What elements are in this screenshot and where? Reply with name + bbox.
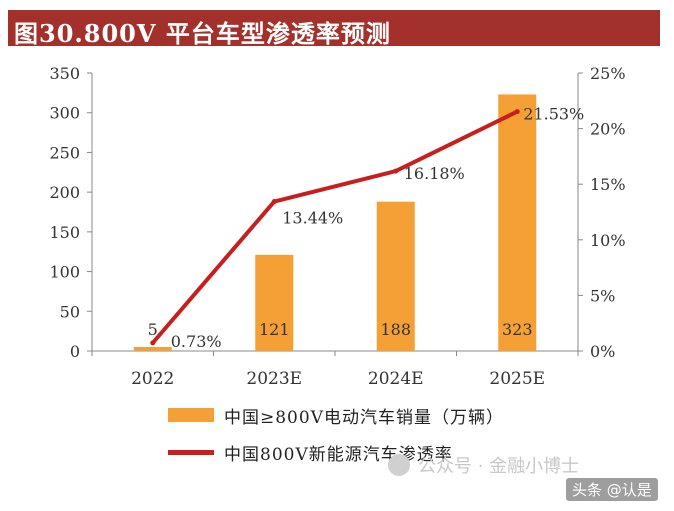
- y-left-tick-label: 100: [49, 263, 80, 282]
- line-value-label: 16.18%: [404, 164, 465, 183]
- line-point: [150, 340, 156, 346]
- y-left-tick-label: 300: [49, 104, 80, 123]
- bar: [376, 201, 415, 351]
- y-right-tick-label: 15%: [590, 175, 626, 194]
- x-tick-label: 2024E: [368, 369, 424, 389]
- bar: [133, 347, 172, 351]
- bar-value-label: 323: [502, 320, 533, 339]
- bar-value-label: 5: [148, 320, 158, 339]
- x-tick-label: 2023E: [246, 369, 302, 389]
- y-left-tick-label: 50: [60, 302, 80, 321]
- line-value-label: 0.73%: [171, 332, 222, 351]
- watermark-text: 公众号 · 金融小博士: [418, 456, 580, 477]
- line-value-label: 13.44%: [282, 209, 343, 228]
- y-right-tick-label: 20%: [590, 120, 626, 139]
- x-tick-label: 2025E: [489, 369, 545, 389]
- chart-svg: 0 50 100 150 200 250 300 350 0% 5% 10% 15% 20% 25% 202…: [49, 64, 626, 389]
- wechat-icon: [388, 454, 410, 476]
- line-point: [271, 199, 277, 205]
- y-left-tick-label: 350: [49, 64, 80, 83]
- y-left-tick-label: 200: [49, 183, 80, 202]
- line-point: [514, 109, 520, 115]
- watermark: 公众号 · 金融小博士: [388, 452, 579, 478]
- y-left-tick-label: 250: [49, 143, 80, 162]
- bar-value-label: 188: [380, 320, 411, 339]
- penetration-line: [151, 109, 519, 345]
- title-bar: 图30.800V 平台车型渗透率预测: [8, 10, 660, 48]
- credit-badge: 头条 @认是: [566, 478, 658, 501]
- legend-bar-label: 中国≥800V电动汽车销量（万辆）: [224, 407, 504, 428]
- legend-bar-swatch: [168, 408, 214, 422]
- y-right-tick-label: 0%: [590, 342, 615, 361]
- x-tick-label: 2022: [131, 369, 174, 389]
- legend-line-swatch: [168, 449, 214, 455]
- y-left-tick-label: 150: [49, 223, 80, 242]
- y-right-tick-label: 10%: [590, 231, 626, 250]
- y-right-tick-label: 25%: [590, 64, 626, 83]
- chart-title: 图30.800V 平台车型渗透率预测: [14, 19, 391, 48]
- bar: [498, 94, 537, 352]
- bar: [255, 254, 294, 351]
- y-right-tick-label: 5%: [590, 286, 615, 305]
- legend-bar-item: 中国≥800V电动汽车销量（万辆）: [168, 403, 504, 428]
- line-point: [393, 168, 399, 174]
- bar-value-label: 121: [259, 320, 290, 339]
- line-value-label: 21.53%: [523, 105, 584, 124]
- y-left-tick-label: 0: [70, 342, 80, 361]
